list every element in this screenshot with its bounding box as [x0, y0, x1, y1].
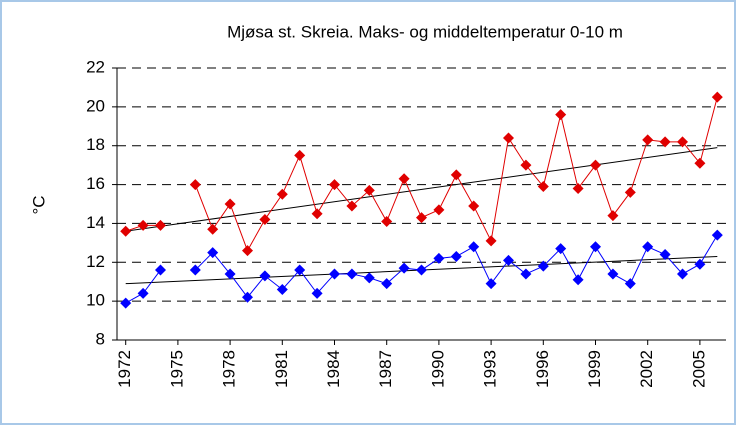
trend-line — [125, 147, 718, 232]
marker — [189, 264, 201, 276]
marker — [624, 278, 636, 290]
marker — [711, 91, 723, 103]
marker — [137, 287, 149, 299]
marker — [607, 268, 619, 280]
y-tick-label: 12 — [86, 252, 105, 271]
y-tick-label: 14 — [86, 213, 105, 232]
marker — [503, 254, 514, 266]
marker — [433, 252, 445, 264]
y-tick-label: 16 — [86, 174, 105, 193]
x-tick-label: 1981 — [272, 350, 291, 388]
x-tick-label: 1990 — [428, 350, 447, 388]
marker — [520, 268, 532, 280]
marker — [363, 184, 375, 196]
marker — [398, 173, 410, 185]
marker — [450, 250, 462, 262]
marker — [398, 262, 410, 274]
marker — [572, 274, 584, 286]
marker — [503, 132, 514, 144]
marker — [590, 241, 601, 253]
marker — [468, 241, 480, 253]
marker — [346, 200, 358, 212]
y-tick-label: 18 — [86, 135, 105, 154]
marker — [537, 260, 549, 272]
marker — [346, 268, 358, 280]
marker — [294, 264, 306, 276]
marker — [155, 219, 166, 231]
chart-title: Mjøsa st. Skreia. Maks- og middeltempera… — [227, 22, 623, 41]
marker — [642, 241, 654, 253]
x-tick-label: 1987 — [376, 350, 395, 388]
x-tick-label: 2005 — [689, 350, 708, 388]
marker — [259, 270, 271, 282]
marker — [416, 264, 427, 276]
marker — [590, 159, 601, 171]
marker — [242, 291, 253, 303]
marker — [537, 181, 549, 193]
marker — [694, 258, 706, 270]
x-tick-label: 1993 — [481, 350, 500, 388]
marker — [381, 278, 393, 290]
marker — [294, 149, 306, 161]
x-tick-label: 1978 — [220, 350, 239, 388]
marker — [485, 278, 497, 290]
marker — [224, 198, 236, 210]
marker — [207, 247, 219, 259]
x-tick-label: 1996 — [533, 350, 552, 388]
marker — [450, 169, 462, 181]
marker — [329, 268, 340, 280]
y-tick-label: 8 — [96, 329, 105, 348]
y-axis-label: °C — [29, 195, 48, 214]
marker — [207, 223, 219, 235]
marker — [485, 235, 497, 247]
marker — [276, 188, 288, 200]
marker — [659, 136, 671, 148]
marker — [137, 219, 149, 231]
marker — [311, 287, 323, 299]
marker — [520, 159, 532, 171]
marker — [711, 229, 723, 241]
marker — [242, 245, 253, 257]
marker — [555, 109, 567, 121]
marker — [677, 268, 688, 280]
marker — [416, 212, 427, 224]
marker — [120, 297, 132, 309]
marker — [259, 214, 271, 226]
marker — [607, 210, 619, 222]
marker — [642, 134, 654, 146]
marker — [224, 268, 236, 280]
marker — [329, 179, 340, 191]
marker — [694, 157, 706, 169]
x-tick-label: 1999 — [585, 350, 604, 388]
marker — [189, 179, 201, 191]
y-tick-label: 10 — [86, 291, 105, 310]
marker — [468, 200, 480, 212]
marker — [677, 136, 688, 148]
marker — [433, 204, 445, 216]
marker — [120, 225, 132, 237]
marker — [155, 264, 166, 276]
x-tick-label: 2002 — [637, 350, 656, 388]
marker — [381, 215, 393, 227]
marker — [572, 182, 584, 194]
x-tick-label: 1975 — [167, 350, 186, 388]
marker — [276, 283, 288, 295]
marker — [624, 186, 636, 198]
marker — [659, 249, 671, 261]
x-tick-label: 1984 — [324, 350, 343, 388]
y-tick-label: 22 — [86, 57, 105, 76]
marker — [311, 208, 323, 220]
x-tick-label: 1972 — [115, 350, 134, 388]
marker — [555, 243, 567, 255]
y-tick-label: 20 — [86, 96, 105, 115]
marker — [363, 272, 375, 284]
